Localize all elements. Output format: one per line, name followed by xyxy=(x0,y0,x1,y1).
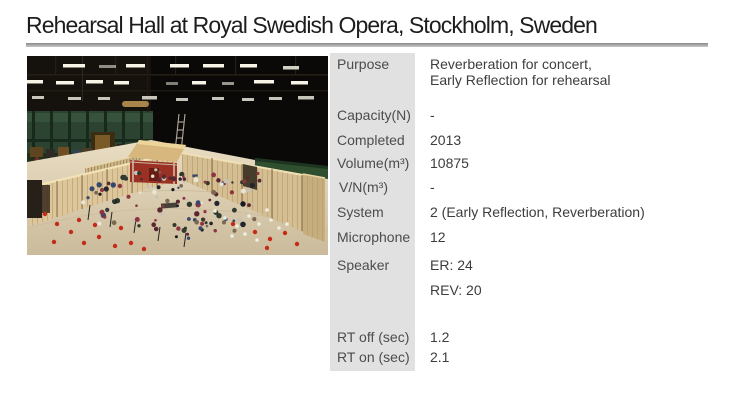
system-label: System xyxy=(337,204,384,220)
purpose-label: Purpose xyxy=(337,56,390,72)
rt-off-label: RT off (sec) xyxy=(337,329,410,345)
rehearsal-hall-photo-graphic xyxy=(27,56,328,255)
label-column-background xyxy=(330,53,415,371)
rt-on-value: 2.1 xyxy=(430,349,450,365)
capacity-label: Capacity(N) xyxy=(337,107,411,123)
purpose-value: Reverberation for concert, Early Reflect… xyxy=(430,56,611,88)
completed-label: Completed xyxy=(337,132,405,148)
rt-on-label: RT on (sec) xyxy=(337,349,410,365)
capacity-value: - xyxy=(430,107,435,123)
info-table: Purpose Reverberation for concert, Early… xyxy=(330,53,734,371)
vn-ratio-label: V/N(m³) xyxy=(339,179,388,195)
volume-value: 10875 xyxy=(430,155,469,171)
vn-ratio-value: - xyxy=(430,179,435,195)
title-rule xyxy=(26,43,708,47)
rehearsal-hall-photo xyxy=(27,56,328,255)
microphone-label: Microphone xyxy=(337,229,411,245)
system-value: 2 (Early Reflection, Reverberation) xyxy=(430,204,645,220)
speaker-rev-value: REV: 20 xyxy=(430,282,482,298)
speaker-label: Speaker xyxy=(337,257,390,273)
rt-off-value: 1.2 xyxy=(430,329,450,345)
speaker-er-value: ER: 24 xyxy=(430,257,473,273)
page-title: Rehearsal Hall at Royal Swedish Opera, S… xyxy=(26,12,598,38)
microphone-value: 12 xyxy=(430,229,446,245)
volume-label: Volume(m³) xyxy=(337,155,410,171)
completed-value: 2013 xyxy=(430,132,462,148)
